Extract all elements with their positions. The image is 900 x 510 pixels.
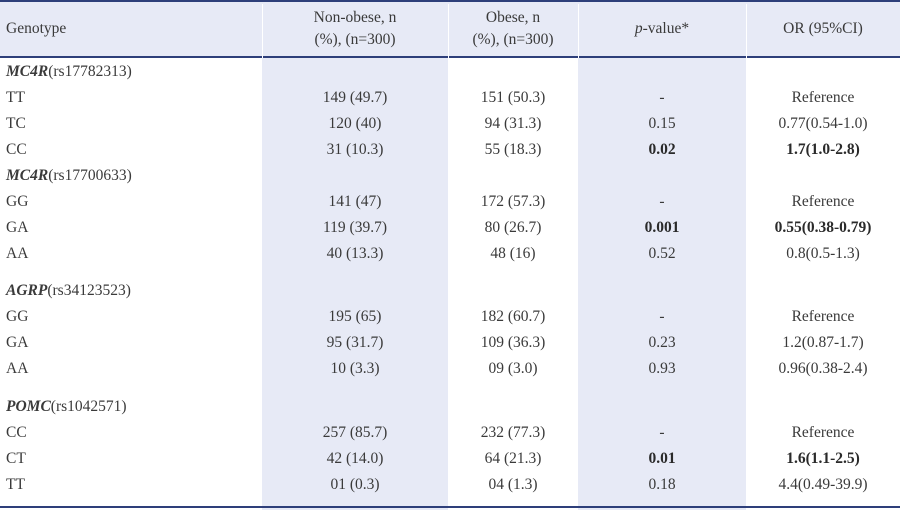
- header-genotype: Genotype: [6, 20, 67, 37]
- cell-or: 0.8(0.5-1.3): [786, 245, 860, 262]
- cell-or: 4.4(0.49-39.9): [778, 476, 868, 493]
- gene-name: MC4R: [6, 167, 49, 184]
- shaded-column-pvalue: [578, 0, 746, 510]
- gene-name: MC4R: [6, 63, 49, 80]
- cell-obese: 232 (77.3): [480, 424, 546, 441]
- table-header: Genotype Non-obese, n (%), (n=300) Obese,…: [0, 0, 900, 58]
- cell-or: Reference: [791, 308, 855, 325]
- shaded-column-nonobese: [262, 0, 448, 510]
- table-row: CT 42 (14.0) 64 (21.3) 0.01 1.6(1.1-2.5): [0, 446, 900, 472]
- cell-genotype: CC: [6, 141, 27, 158]
- cell-obese: 48 (16): [490, 245, 536, 262]
- table-row: TC 120 (40) 94 (31.3) 0.15 0.77(0.54-1.0): [0, 111, 900, 137]
- snp-id: (rs17700633): [48, 167, 132, 184]
- cell-obese: 151 (50.3): [480, 89, 546, 106]
- table-row: CC 257 (85.7) 232 (77.3) - Reference: [0, 420, 900, 446]
- cell-obese: 04 (1.3): [488, 476, 538, 493]
- cell-pvalue: 0.18: [648, 476, 676, 493]
- cell-obese: 55 (18.3): [484, 141, 542, 158]
- table-row: GG 195 (65) 182 (60.7) - Reference: [0, 304, 900, 330]
- header-divider: [578, 4, 579, 58]
- cell-genotype: GA: [6, 219, 29, 236]
- cell-or: 1.2(0.87-1.7): [782, 334, 864, 351]
- bottom-rule: [0, 506, 900, 508]
- table-row: AA 40 (13.3) 48 (16) 0.52 0.8(0.5-1.3): [0, 241, 900, 267]
- table-row: CC 31 (10.3) 55 (18.3) 0.02 1.7(1.0-2.8): [0, 137, 900, 163]
- cell-obese: 94 (31.3): [484, 115, 542, 132]
- gene-group-label: POMC(rs1042571): [6, 394, 127, 420]
- cell-genotype: GG: [6, 193, 29, 210]
- cell-nonobese: 141 (47): [328, 193, 382, 210]
- snp-id: (rs34123523): [47, 282, 131, 299]
- cell-pvalue: -: [659, 308, 665, 325]
- cell-pvalue: 0.23: [648, 334, 676, 351]
- gene-group-label: MC4R(rs17782313): [6, 59, 132, 85]
- cell-genotype: AA: [6, 245, 29, 262]
- gene-name: AGRP: [6, 282, 48, 299]
- cell-nonobese: 149 (49.7): [322, 89, 388, 106]
- cell-nonobese: 257 (85.7): [322, 424, 388, 441]
- cell-obese: 09 (3.0): [488, 360, 538, 377]
- header-divider: [262, 4, 263, 58]
- gene-group-label: MC4R(rs17700633): [6, 163, 132, 189]
- cell-nonobese: 120 (40): [328, 115, 382, 132]
- header-pvalue: p-value*: [634, 20, 690, 37]
- cell-genotype: CC: [6, 424, 27, 441]
- cell-pvalue: 0.001: [644, 219, 680, 236]
- cell-obese: 109 (36.3): [480, 334, 546, 351]
- cell-obese: 182 (60.7): [480, 308, 546, 325]
- cell-pvalue: -: [659, 193, 665, 210]
- cell-pvalue: 0.01: [648, 450, 676, 467]
- cell-or: Reference: [791, 89, 855, 106]
- cell-genotype: TT: [6, 89, 25, 106]
- cell-nonobese: 95 (31.7): [326, 334, 384, 351]
- cell-genotype: AA: [6, 360, 29, 377]
- cell-or: Reference: [791, 193, 855, 210]
- header-nonobese: Non-obese, n (%), (n=300): [313, 9, 397, 48]
- cell-genotype: GG: [6, 308, 29, 325]
- header-or: OR (95%CI): [783, 20, 863, 37]
- cell-or: 0.96(0.38-2.4): [778, 360, 868, 377]
- cell-or: 1.6(1.1-2.5): [786, 450, 860, 467]
- cell-nonobese: 31 (10.3): [326, 141, 384, 158]
- cell-nonobese: 42 (14.0): [326, 450, 384, 467]
- cell-genotype: CT: [6, 450, 26, 467]
- cell-nonobese: 119 (39.7): [323, 219, 387, 236]
- cell-nonobese: 195 (65): [328, 308, 382, 325]
- header-obese: Obese, n (%), (n=300): [472, 9, 554, 48]
- cell-obese: 64 (21.3): [484, 450, 542, 467]
- cell-pvalue: 0.15: [648, 115, 676, 132]
- cell-genotype: TT: [6, 476, 25, 493]
- cell-pvalue: 0.02: [648, 141, 676, 158]
- cell-genotype: GA: [6, 334, 29, 351]
- table-row: TT 01 (0.3) 04 (1.3) 0.18 4.4(0.49-39.9): [0, 472, 900, 498]
- header-divider: [448, 4, 449, 58]
- cell-obese: 80 (26.7): [484, 219, 542, 236]
- cell-nonobese: 10 (3.3): [330, 360, 380, 377]
- snp-id: (rs17782313): [48, 63, 132, 80]
- cell-nonobese: 40 (13.3): [326, 245, 384, 262]
- table-row: GA 119 (39.7) 80 (26.7) 0.001 0.55(0.38-0.79…: [0, 215, 900, 241]
- table-row: TT 149 (49.7) 151 (50.3) - Reference: [0, 85, 900, 111]
- cell-nonobese: 01 (0.3): [330, 476, 380, 493]
- cell-pvalue: -: [659, 89, 665, 106]
- cell-genotype: TC: [6, 115, 26, 132]
- header-divider: [746, 4, 747, 58]
- snp-id: (rs1042571): [50, 398, 127, 415]
- gene-name: POMC: [6, 398, 51, 415]
- cell-obese: 172 (57.3): [480, 193, 546, 210]
- cell-or: 1.7(1.0-2.8): [786, 141, 860, 158]
- cell-or: 0.55(0.38-0.79): [774, 219, 872, 236]
- table-row: GA 95 (31.7) 109 (36.3) 0.23 1.2(0.87-1.7): [0, 330, 900, 356]
- cell-pvalue: 0.52: [648, 245, 676, 262]
- gene-group-label: AGRP(rs34123523): [6, 278, 131, 304]
- cell-or: Reference: [791, 424, 855, 441]
- table-row: GG 141 (47) 172 (57.3) - Reference: [0, 189, 900, 215]
- cell-pvalue: 0.93: [648, 360, 676, 377]
- table-row: AA 10 (3.3) 09 (3.0) 0.93 0.96(0.38-2.4): [0, 356, 900, 382]
- cell-pvalue: -: [659, 424, 665, 441]
- cell-or: 0.77(0.54-1.0): [778, 115, 868, 132]
